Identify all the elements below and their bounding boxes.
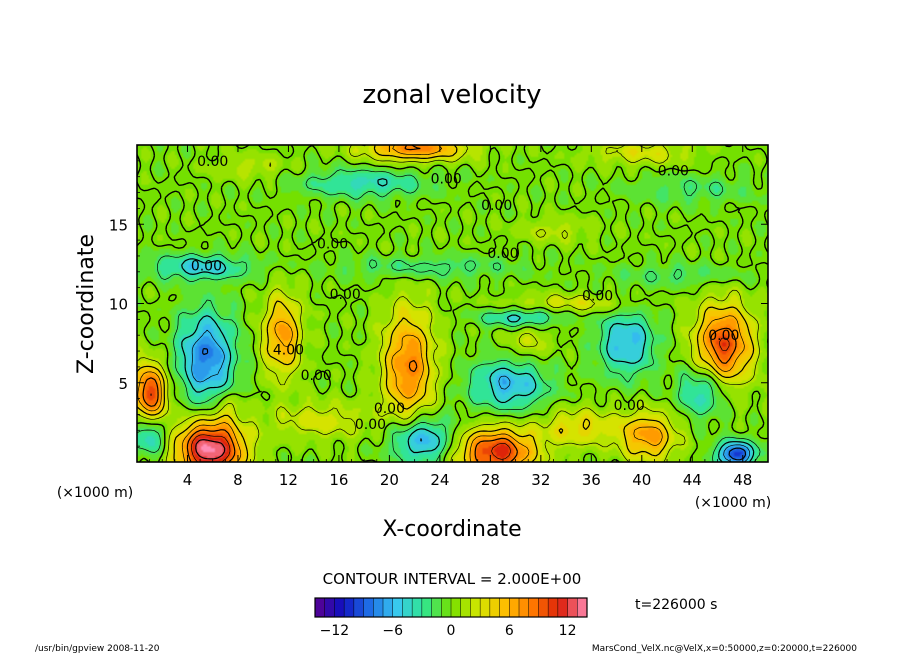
colorbar-bin xyxy=(412,598,423,617)
contour-label: 0.00 xyxy=(197,154,228,170)
x-axis-unit: (×1000 m) xyxy=(695,495,771,511)
colorbar-bin xyxy=(538,598,549,617)
colorbar xyxy=(314,597,588,618)
colorbar-bin xyxy=(373,598,384,617)
colorbar-bin xyxy=(548,598,559,617)
contour-label: 0.00 xyxy=(582,289,613,305)
x-tick-label: 8 xyxy=(233,471,243,489)
contour-level-neg8 xyxy=(202,348,747,461)
x-tick-label: 28 xyxy=(481,471,500,489)
contour-label: 0.00 xyxy=(481,198,512,214)
x-tick-label: 36 xyxy=(582,471,601,489)
colorbar-bin xyxy=(460,598,471,617)
contour-level-12 xyxy=(195,439,226,460)
time-label: t=226000 s xyxy=(635,597,717,613)
colorbar-ticks: −12 −6 0 6 12 xyxy=(320,623,577,639)
contour-label: 0.00 xyxy=(614,398,645,414)
colorbar-tick-label: −12 xyxy=(320,623,350,639)
x-tick-label: 12 xyxy=(279,471,298,489)
contour-label: 0.00 xyxy=(317,236,348,252)
contour-lines xyxy=(137,145,768,462)
colorbar-tick-label: 6 xyxy=(505,623,514,639)
colorbar-tick-label: −6 xyxy=(382,623,403,639)
colorbar-bin xyxy=(470,598,481,617)
y-tick-label: 5 xyxy=(118,375,128,393)
contour-label: 0.00 xyxy=(191,258,222,274)
colorbar-bin xyxy=(324,598,335,617)
contour-level-8 xyxy=(142,145,737,462)
contour-label: 0.00 xyxy=(487,246,518,262)
colorbar-bin xyxy=(353,598,364,617)
colorbar-bin xyxy=(577,598,588,617)
contour-level-10 xyxy=(150,337,730,462)
x-tick-label: 24 xyxy=(430,471,449,489)
x-tick-label: 20 xyxy=(380,471,399,489)
y-axis-label: Z-coordinate xyxy=(74,234,99,374)
colorbar-frame xyxy=(314,597,588,618)
colorbar-bin xyxy=(557,598,568,617)
y-tick-label: 15 xyxy=(109,216,128,234)
chart-title: zonal velocity xyxy=(362,80,541,110)
colorbar-bin xyxy=(441,598,452,617)
x-tick-label: 40 xyxy=(632,471,651,489)
colorbar-bin xyxy=(315,598,326,617)
contour-level-6 xyxy=(137,145,745,462)
colorbar-tick-label: 0 xyxy=(447,623,456,639)
colorbar-bin xyxy=(334,598,345,617)
colorbar-bin xyxy=(431,598,442,617)
contour-labels: 0.000.00 0.000.000.000.000.000.00 0.000.00… xyxy=(191,154,740,433)
colorbar-bin xyxy=(509,598,520,617)
x-axis-label: X-coordinate xyxy=(382,517,521,542)
contour-label: 0.00 xyxy=(708,328,739,344)
plot-area: 0.000.00 0.000.000.000.000.000.00 0.000.00… xyxy=(109,144,769,489)
contour-level-2 xyxy=(137,145,760,462)
footer-right: MarsCond_VelX.nc@VelX,x=0:50000,z=0:2000… xyxy=(592,644,857,654)
colorbar-bin xyxy=(519,598,530,617)
y-axis-ticks: 5 10 15 xyxy=(109,160,768,447)
contour-label: 0.00 xyxy=(431,171,462,187)
colorbar-bin xyxy=(363,598,374,617)
colorbar-bin xyxy=(392,598,403,617)
colorbar-bin xyxy=(499,598,510,617)
x-tick-label: 32 xyxy=(531,471,550,489)
contour-label: 4.00 xyxy=(273,342,304,358)
heatmap-field xyxy=(137,145,768,462)
contour-level-neg6 xyxy=(191,329,750,462)
x-axis-ticks: 4 8 12 16 20 24 28 32 36 40 44 48 xyxy=(149,145,756,489)
colorbar-tick-label: 12 xyxy=(559,623,577,639)
contour-level-4 xyxy=(137,145,755,462)
y-tick-label: 10 xyxy=(109,296,128,314)
footer-left: /usr/bin/gpview 2008-11-20 xyxy=(35,644,160,654)
colorbar-bin xyxy=(421,598,432,617)
colorbar-bin xyxy=(402,598,413,617)
y-axis-unit: (×1000 m) xyxy=(57,485,133,501)
contour-label: 0.00 xyxy=(355,417,386,433)
contour-label: 0.00 xyxy=(301,368,332,384)
colorbar-bin xyxy=(383,598,394,617)
contour-label: 0.00 xyxy=(330,287,361,303)
contour-label: 0.00 xyxy=(374,401,405,417)
colorbar-bin xyxy=(567,598,578,617)
x-tick-label: 48 xyxy=(733,471,752,489)
colorbar-bin xyxy=(480,598,491,617)
x-tick-label: 44 xyxy=(683,471,702,489)
colorbar-bin xyxy=(344,598,355,617)
contour-level-neg4 xyxy=(181,178,755,462)
x-tick-label: 4 xyxy=(183,471,193,489)
contour-interval: CONTOUR INTERVAL = 2.000E+00 xyxy=(323,570,582,588)
colorbar-bin xyxy=(528,598,539,617)
x-tick-label: 16 xyxy=(329,471,348,489)
contour-label: 0.00 xyxy=(658,163,689,179)
colorbar-bin xyxy=(451,598,462,617)
colorbar-bin xyxy=(489,598,500,617)
